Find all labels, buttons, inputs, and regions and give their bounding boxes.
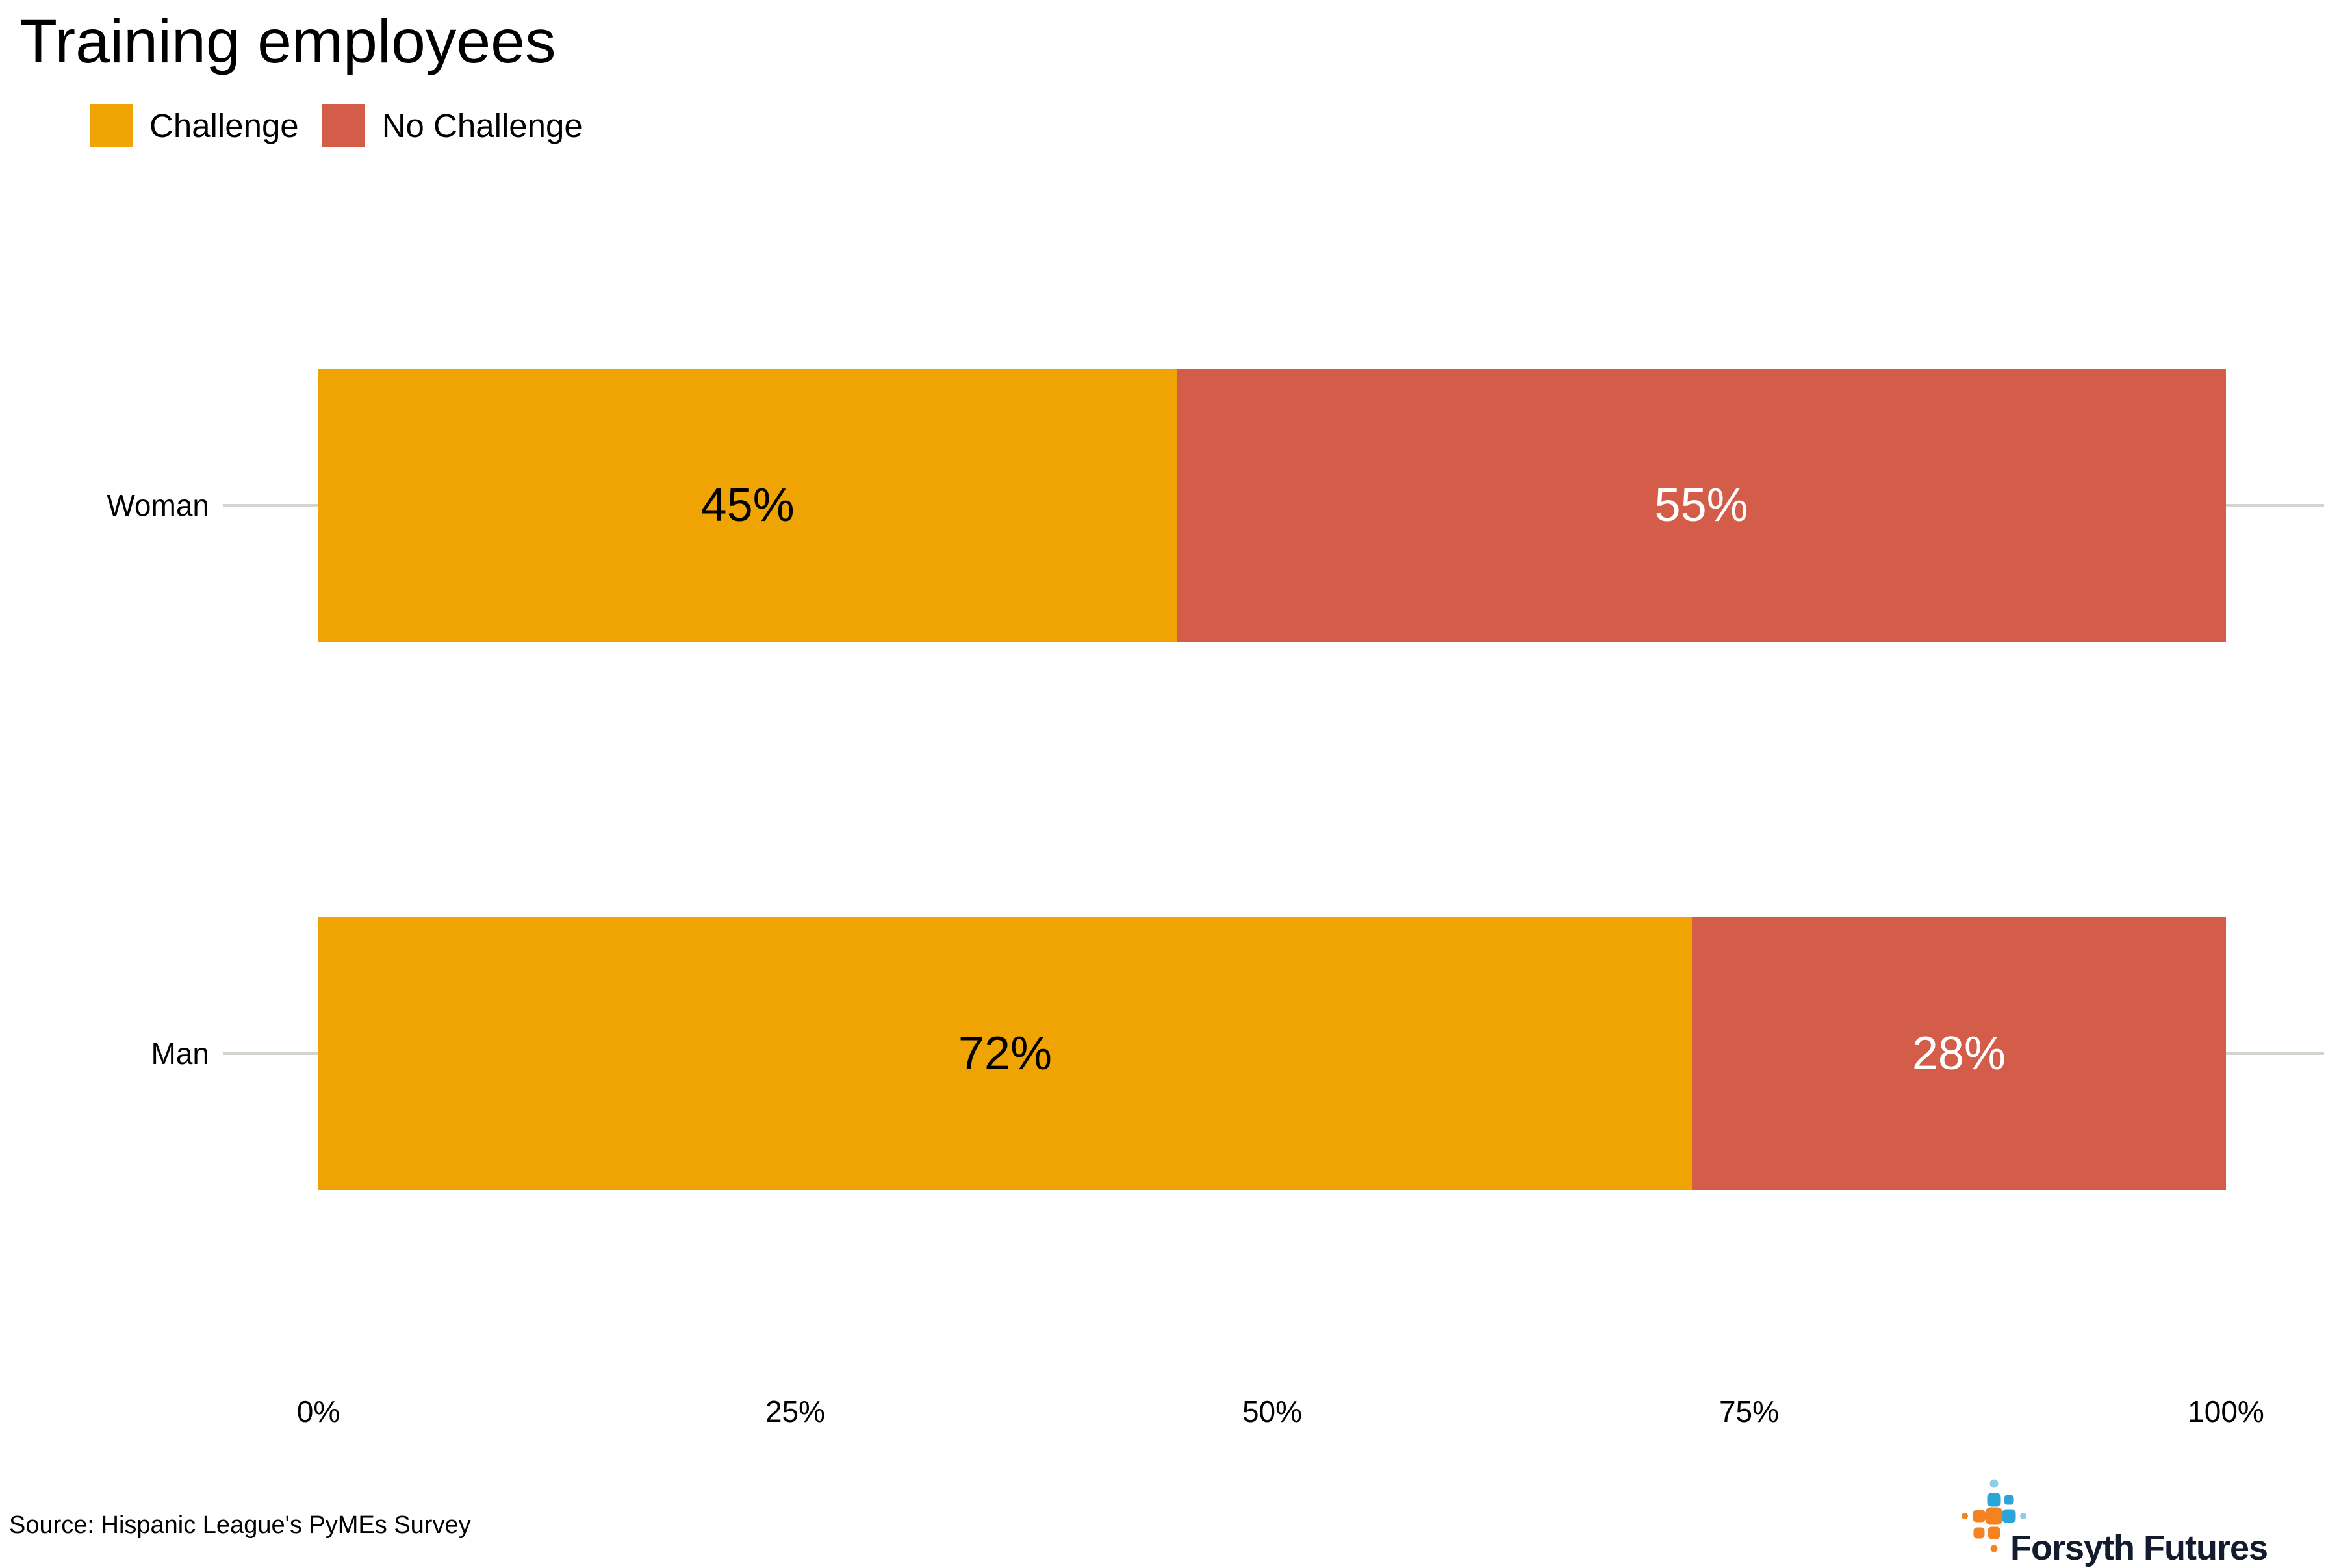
bar-segment-woman-no-challenge: 55% (1177, 369, 2226, 642)
legend-label: Challenge (149, 107, 299, 144)
logo-dot-icon (1985, 1507, 2003, 1525)
logo-dot-icon (2004, 1495, 2014, 1505)
logo-dot-icon (2020, 1513, 2026, 1519)
source-note: Source: Hispanic League's PyMEs Survey (9, 1511, 471, 1539)
bar-row-woman: 45% 55% (318, 369, 2226, 642)
x-axis-tick-0pct: 0% (296, 1395, 340, 1428)
x-axis-tick-75pct: 75% (1719, 1395, 1780, 1428)
bar-segment-woman-challenge: 45% (318, 369, 1177, 642)
category-label-woman: Woman (107, 488, 209, 522)
bar-value-label: 72% (958, 1028, 1052, 1080)
logo-dot-icon (1973, 1510, 1986, 1523)
x-axis-tick-25pct: 25% (765, 1395, 826, 1428)
legend-swatch-icon (322, 104, 365, 147)
logo-dot-icon (1987, 1493, 2001, 1507)
category-label-man: Man (151, 1037, 209, 1070)
logo-dot-icon (1962, 1513, 1968, 1519)
bar-value-label: 55% (1654, 479, 1748, 531)
bar-segment-man-no-challenge: 28% (1691, 917, 2226, 1190)
legend: Challenge No Challenge (90, 104, 583, 147)
bar-segment-man-challenge: 72% (318, 917, 1692, 1190)
forsyth-futures-logo-text: Forsyth Futures (2010, 1528, 2268, 1567)
bar-row-man: 72% 28% (318, 917, 2226, 1190)
legend-item-no-challenge: No Challenge (322, 104, 583, 147)
forsyth-futures-logo: Forsyth Futures (1953, 1468, 2330, 1567)
chart-title: Training employees (19, 7, 556, 76)
logo-dot-icon (1988, 1526, 2000, 1539)
logo-dot-icon (1990, 1545, 1998, 1552)
legend-label: No Challenge (381, 107, 583, 144)
logo-dot-icon (2002, 1509, 2016, 1523)
x-axis-tick-50pct: 50% (1242, 1395, 1303, 1428)
x-axis-tick-100pct: 100% (2188, 1395, 2264, 1428)
logo-dot-icon (1989, 1479, 1999, 1488)
logo-dot-icon (1973, 1527, 1985, 1539)
legend-swatch-icon (90, 104, 133, 147)
bar-value-label: 28% (1911, 1028, 2006, 1080)
forsyth-futures-logo-icon (1953, 1468, 2044, 1559)
legend-item-challenge: Challenge (90, 104, 299, 147)
bar-value-label: 45% (700, 479, 795, 531)
